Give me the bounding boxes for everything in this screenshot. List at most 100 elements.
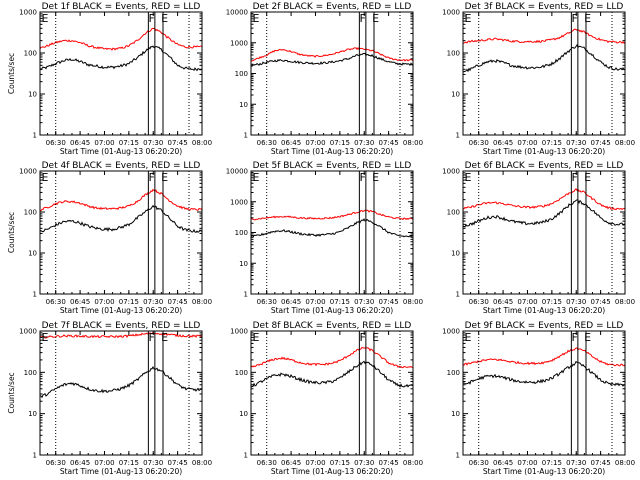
y-tick-label: 10 xyxy=(239,260,248,268)
y-tick-label: 10000 xyxy=(226,9,248,17)
marker-label-e-left: E xyxy=(253,331,260,344)
x-tick-label: 06:45 xyxy=(493,298,513,306)
panel-7: Det 7f BLACK = Events, RED = LLD Counts/s… xyxy=(7,321,212,476)
series-lld-line xyxy=(40,331,202,339)
x-tick-label: 06:45 xyxy=(70,459,90,467)
x-axis-label: Start Time (01-Aug-13 06:20:20) xyxy=(60,147,182,156)
marker-label-e-left: E xyxy=(465,331,472,344)
y-tick-label: 100 xyxy=(447,369,460,377)
y-tick-label: 1 xyxy=(33,452,37,460)
panel-title: Det 7f BLACK = Events, RED = LLD xyxy=(42,321,201,331)
marker-label-e-left: E xyxy=(465,171,472,184)
panel-9: Det 9f BLACK = Events, RED = LLD Start Ti… xyxy=(442,321,635,476)
x-tick-label: 07:30 xyxy=(143,459,163,467)
y-tick-label: 10000 xyxy=(226,168,248,176)
panel-title: Det 9f BLACK = Events, RED = LLD xyxy=(465,321,624,331)
x-tick-label: 08:00 xyxy=(403,139,423,147)
x-tick-label: 07:15 xyxy=(119,459,139,467)
x-tick-label: 07:30 xyxy=(354,459,374,467)
plot-frame xyxy=(39,170,203,295)
marker-label-f: F xyxy=(148,12,154,25)
plot-frame xyxy=(462,170,626,295)
y-axis-label: Counts/sec xyxy=(7,372,16,413)
y-tick-label: 100 xyxy=(447,209,460,217)
panel-3: Det 3f BLACK = Events, RED = LLD Start Ti… xyxy=(442,2,635,156)
y-tick-label: 1 xyxy=(456,452,460,460)
series-events-line xyxy=(40,365,202,399)
x-tick-label: 07:45 xyxy=(591,459,611,467)
marker-label-e: E xyxy=(372,331,379,344)
series-events-line xyxy=(251,218,413,238)
x-tick-label: 08:00 xyxy=(615,298,635,306)
x-tick-label: 07:45 xyxy=(168,298,188,306)
marker-label-e: E xyxy=(161,12,168,25)
panel-title: Det 4f BLACK = Events, RED = LLD xyxy=(42,161,201,171)
panel-8: Det 8f BLACK = Events, RED = LLD Start Ti… xyxy=(230,321,423,476)
series-events-line xyxy=(40,204,202,234)
x-axis-label: Start Time (01-Aug-13 06:20:20) xyxy=(271,467,393,476)
y-tick-label: 1000 xyxy=(19,168,37,176)
y-tick-label: 10 xyxy=(451,410,460,418)
panel-1: Det 1f BLACK = Events, RED = LLD Counts/s… xyxy=(7,2,212,156)
y-tick-label: 10 xyxy=(451,250,460,258)
x-tick-label: 07:30 xyxy=(566,459,586,467)
x-tick-label: 08:00 xyxy=(403,298,423,306)
x-tick-label: 07:15 xyxy=(330,298,350,306)
series-events-line xyxy=(463,43,625,73)
y-tick-label: 1000 xyxy=(442,168,460,176)
x-axis-label: Start Time (01-Aug-13 06:20:20) xyxy=(483,306,605,315)
x-tick-label: 08:00 xyxy=(192,459,212,467)
x-tick-label: 07:15 xyxy=(330,139,350,147)
x-tick-label: 06:30 xyxy=(469,459,489,467)
y-tick-label: 100 xyxy=(24,369,37,377)
y-tick-label: 1 xyxy=(33,291,37,299)
y-tick-label: 10 xyxy=(28,410,37,418)
x-tick-label: 06:45 xyxy=(70,298,90,306)
x-tick-label: 07:30 xyxy=(566,139,586,147)
x-tick-label: 07:45 xyxy=(591,298,611,306)
x-axis-label: Start Time (01-Aug-13 06:20:20) xyxy=(271,147,393,156)
x-tick-label: 07:45 xyxy=(591,139,611,147)
x-tick-label: 08:00 xyxy=(615,139,635,147)
plot-frame xyxy=(250,11,414,136)
panel-title: Det 5f BLACK = Events, RED = LLD xyxy=(253,161,412,171)
x-tick-label: 06:45 xyxy=(281,459,301,467)
x-tick-label: 07:00 xyxy=(517,298,537,306)
y-axis-label: Counts/sec xyxy=(7,212,16,253)
series-lld-line xyxy=(463,28,625,44)
x-tick-label: 07:15 xyxy=(119,298,139,306)
x-tick-label: 06:45 xyxy=(493,139,513,147)
marker-label-e: E xyxy=(161,331,168,344)
marker-label-e: E xyxy=(584,331,591,344)
marker-label-e-left: E xyxy=(42,12,49,25)
panel-title: Det 1f BLACK = Events, RED = LLD xyxy=(42,2,201,12)
x-axis-label: Start Time (01-Aug-13 06:20:20) xyxy=(271,306,393,315)
x-tick-label: 06:30 xyxy=(469,298,489,306)
marker-label-f: F xyxy=(148,331,154,344)
series-lld-line xyxy=(463,188,625,211)
marker-label-e-left: E xyxy=(253,12,260,25)
y-tick-label: 1000 xyxy=(19,9,37,17)
panel-6: Det 6f BLACK = Events, RED = LLD Start Ti… xyxy=(442,161,635,315)
x-tick-label: 06:45 xyxy=(70,139,90,147)
x-tick-label: 07:45 xyxy=(379,139,399,147)
marker-label-f: F xyxy=(571,12,577,25)
x-tick-label: 07:00 xyxy=(94,298,114,306)
y-tick-label: 1000 xyxy=(230,198,248,206)
y-tick-label: 1 xyxy=(456,291,460,299)
y-tick-label: 100 xyxy=(235,229,248,237)
x-tick-label: 06:30 xyxy=(46,139,66,147)
y-tick-label: 10 xyxy=(28,250,37,258)
panel-5: Det 5f BLACK = Events, RED = LLD Start Ti… xyxy=(226,161,423,315)
series-lld-line xyxy=(251,47,413,62)
marker-label-e: E xyxy=(584,171,591,184)
x-tick-label: 08:00 xyxy=(192,298,212,306)
series-lld-line xyxy=(463,347,625,367)
x-tick-label: 07:45 xyxy=(379,298,399,306)
plot-frame xyxy=(39,330,203,456)
series-events-line xyxy=(463,360,625,387)
x-tick-label: 07:00 xyxy=(94,139,114,147)
marker-label-e: E xyxy=(161,171,168,184)
x-tick-label: 07:15 xyxy=(119,139,139,147)
y-tick-label: 1 xyxy=(244,452,248,460)
